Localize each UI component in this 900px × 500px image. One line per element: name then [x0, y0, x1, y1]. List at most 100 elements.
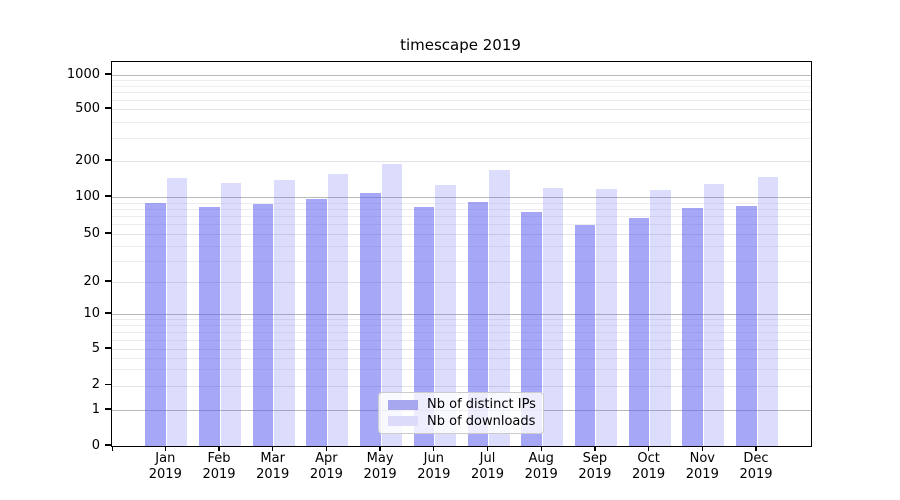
- gridline-1000: [112, 75, 811, 76]
- bar-downloads-jul: [489, 170, 510, 446]
- ytick-mark-5: [105, 347, 111, 349]
- xtick-label-dec: Dec 2019: [724, 451, 788, 483]
- ytick-mark-1000: [105, 73, 111, 75]
- gridline-5: [112, 349, 811, 350]
- xtick-year-apr: 2019: [309, 467, 343, 482]
- bar-downloads-jan: [166, 177, 188, 446]
- xtick-year-oct: 2019: [632, 467, 666, 482]
- xtick-label-mar: Mar 2019: [241, 451, 305, 483]
- bar-distinct-ips-dec: [736, 206, 757, 446]
- xtick-year-mar: 2019: [256, 467, 290, 482]
- xtick-year-jan: 2019: [148, 467, 182, 482]
- xtick-mark-edge: [112, 446, 114, 452]
- xtick-label-may: May 2019: [348, 451, 412, 483]
- ytick-label-20: 20: [83, 273, 100, 289]
- gridline-minor-30: [112, 260, 811, 262]
- gridline-minor-900: [112, 80, 811, 82]
- ytick-label-200: 200: [75, 152, 100, 168]
- xtick-mark-apr: [325, 446, 328, 452]
- gridline-50: [112, 234, 811, 235]
- xtick-mark-oct: [647, 446, 650, 452]
- bar-downloads-oct: [650, 189, 671, 446]
- bar-downloads-feb: [220, 182, 241, 446]
- ytick-mark-20: [105, 280, 111, 282]
- gridline-minor-60: [112, 224, 811, 226]
- bar-downloads-nov: [703, 183, 725, 446]
- bar-distinct-ips-apr: [306, 198, 327, 446]
- gridline-minor-400: [112, 121, 811, 123]
- xtick-year-nov: 2019: [685, 467, 719, 482]
- xtick-label-sep: Sep 2019: [563, 451, 627, 483]
- xtick-year-may: 2019: [363, 467, 397, 482]
- ytick-mark-0: [105, 444, 111, 446]
- bar-distinct-ips-aug: [521, 212, 542, 446]
- xtick-label-aug: Aug 2019: [509, 451, 573, 483]
- bar-distinct-ips-nov: [682, 208, 703, 446]
- xtick-mark-nov: [701, 446, 703, 452]
- xtick-mark-may: [379, 446, 381, 452]
- xtick-mark-mar: [272, 446, 274, 452]
- gridline-100: [112, 197, 811, 198]
- bar-downloads-aug: [542, 188, 564, 446]
- xtick-year-feb: 2019: [202, 467, 236, 482]
- ytick-mark-200: [105, 159, 111, 161]
- xtick-label-jul: Jul 2019: [456, 451, 520, 483]
- gridline-minor-800: [112, 85, 811, 87]
- xtick-label-feb: Feb 2019: [187, 451, 251, 483]
- ytick-label-100: 100: [75, 188, 100, 204]
- gridline-minor-40: [112, 245, 811, 247]
- ytick-mark-50: [105, 232, 111, 234]
- gridline-minor-4: [112, 357, 811, 359]
- gridline-minor-600: [112, 100, 811, 102]
- ytick-label-5: 5: [91, 340, 100, 356]
- bar-downloads-jun: [435, 184, 456, 446]
- gridline-500: [112, 109, 811, 110]
- gridline-minor-70: [112, 216, 811, 218]
- legend-patch-distinct-ips: [388, 399, 418, 410]
- bar-distinct-ips-jul: [467, 202, 488, 446]
- xtick-label-oct: Oct 2019: [617, 451, 681, 483]
- xtick-year-jun: 2019: [417, 467, 451, 482]
- ytick-mark-10: [105, 312, 111, 314]
- xtick-year-sep: 2019: [578, 467, 612, 482]
- bar-downloads-mar: [274, 180, 295, 446]
- gridline-minor-3: [112, 369, 811, 371]
- ytick-mark-100: [105, 195, 111, 197]
- xtick-mark-jul: [486, 446, 489, 452]
- bar-distinct-ips-jan: [145, 203, 166, 446]
- xtick-label-jan: Jan 2019: [133, 451, 197, 483]
- gridline-minor-80: [112, 208, 811, 210]
- gridline-10: [112, 314, 811, 315]
- xtick-label-nov: Nov 2019: [670, 451, 734, 483]
- xtick-year-aug: 2019: [524, 467, 558, 482]
- xtick-year-dec: 2019: [739, 467, 773, 482]
- ytick-label-1000: 1000: [66, 66, 100, 82]
- xtick-mark-jan: [164, 446, 166, 452]
- bar-downloads-may: [381, 164, 403, 446]
- bar-distinct-ips-mar: [252, 204, 274, 446]
- gridline-minor-8: [112, 325, 811, 327]
- xtick-mark-sep: [594, 446, 596, 452]
- gridline-minor-300: [112, 137, 811, 139]
- ytick-mark-500: [105, 107, 111, 109]
- legend-row-distinct-ips: Nb of distinct IPs: [388, 397, 536, 412]
- bar-distinct-ips-jun: [413, 206, 435, 446]
- ytick-label-1: 1: [91, 401, 100, 417]
- gridline-minor-6: [112, 339, 811, 341]
- xtick-mark-dec: [755, 446, 757, 452]
- bar-downloads-apr: [327, 173, 349, 446]
- gridline-2: [112, 385, 811, 387]
- ytick-mark-2: [105, 383, 111, 386]
- xtick-mark-aug: [540, 446, 542, 452]
- legend: Nb of distinct IPs Nb of downloads: [378, 392, 544, 434]
- gridline-20: [112, 282, 811, 283]
- gridline-200: [112, 161, 811, 162]
- xtick-label-apr: Apr 2019: [294, 451, 358, 483]
- gridline-minor-700: [112, 92, 811, 94]
- xtick-mark-jun: [433, 446, 435, 452]
- xtick-year-jul: 2019: [470, 467, 505, 482]
- ytick-label-500: 500: [75, 100, 100, 116]
- gridline-minor-90: [112, 202, 811, 204]
- gridline-minor-7: [112, 332, 811, 333]
